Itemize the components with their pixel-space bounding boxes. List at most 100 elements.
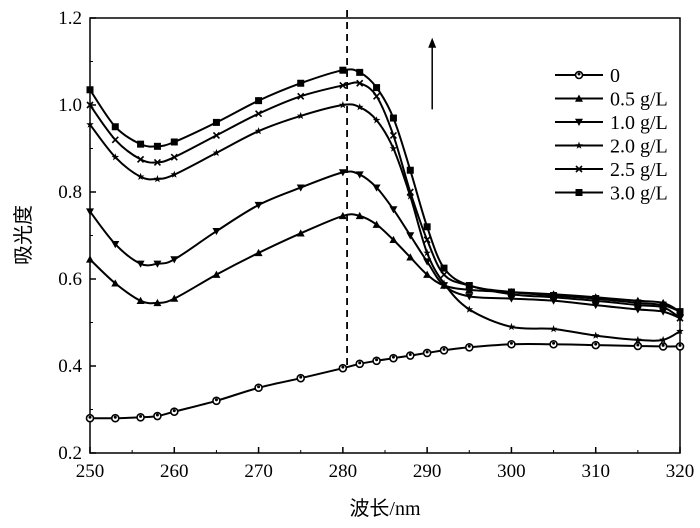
- data-point: [339, 81, 347, 89]
- y-axis-label: 吸光度: [12, 205, 35, 265]
- series-2.5gL: [86, 79, 684, 322]
- data-point: [465, 282, 473, 290]
- data-point: [254, 201, 263, 210]
- data-point: [440, 264, 448, 272]
- data-point: [406, 253, 415, 261]
- data-point-dot: [358, 361, 362, 365]
- x-tick-label: 280: [329, 461, 358, 482]
- data-point: [339, 66, 347, 74]
- data-point: [153, 260, 162, 268]
- data-point-dot: [155, 413, 159, 417]
- data-point: [389, 235, 398, 244]
- data-point: [255, 110, 263, 118]
- arrow-head-icon: [428, 37, 437, 48]
- data-point-dot: [661, 343, 665, 347]
- data-point: [406, 192, 415, 200]
- series-line: [89, 81, 681, 319]
- series-0.5gL: [86, 211, 684, 315]
- data-point: [372, 116, 381, 124]
- data-point: [212, 148, 221, 157]
- data-point-dot: [425, 350, 429, 354]
- data-point: [170, 170, 179, 178]
- data-point-dot: [552, 341, 556, 345]
- data-point: [465, 285, 474, 294]
- data-point: [550, 292, 558, 300]
- data-point: [465, 293, 474, 301]
- data-point: [507, 288, 515, 296]
- data-point: [507, 322, 516, 331]
- data-point: [465, 305, 474, 313]
- series-line: [89, 68, 681, 313]
- data-point-dot: [375, 358, 379, 362]
- x-axis-label: 波长/nm: [349, 497, 421, 520]
- data-point: [153, 298, 162, 307]
- data-point: [356, 79, 364, 87]
- y-tick-label: 0.8: [58, 182, 82, 203]
- legend-marker-icon-dot: [577, 72, 581, 76]
- data-point: [406, 188, 414, 196]
- data-point: [356, 68, 364, 76]
- x-tick-label: 310: [581, 461, 610, 482]
- data-point: [423, 248, 431, 257]
- series-2.0gL: [86, 101, 684, 344]
- y-tick-label: 0.2: [58, 443, 82, 464]
- data-point: [153, 158, 161, 166]
- data-point: [372, 184, 381, 192]
- data-point-dot: [594, 342, 598, 346]
- legend-marker-icon: [575, 94, 583, 102]
- data-point: [440, 282, 448, 290]
- x-tick-label: 260: [160, 461, 189, 482]
- series-0: [85, 339, 685, 423]
- series-line: [89, 342, 681, 420]
- data-point: [296, 111, 305, 120]
- data-point-dot: [391, 355, 395, 359]
- series-line: [89, 103, 681, 342]
- data-point: [86, 255, 94, 263]
- data-point: [676, 308, 684, 316]
- legend-marker-icon: [575, 165, 583, 173]
- legend-marker-icon: [575, 189, 583, 196]
- data-point: [406, 232, 415, 240]
- data-point: [153, 142, 161, 150]
- data-point: [355, 171, 364, 179]
- data-point: [170, 294, 179, 302]
- data-point: [549, 325, 558, 333]
- series-line: [89, 170, 681, 320]
- data-point: [440, 271, 448, 279]
- data-point: [212, 270, 221, 278]
- series-3.0gL: [86, 66, 684, 316]
- data-point: [212, 227, 221, 236]
- data-point-dot: [299, 375, 303, 379]
- data-point: [111, 123, 119, 131]
- data-point-dot: [509, 341, 513, 345]
- x-tick-label: 300: [497, 461, 526, 482]
- data-point: [591, 331, 600, 339]
- data-point: [212, 131, 220, 140]
- legend-label: 1.0 g/L: [610, 112, 668, 134]
- series-line: [89, 213, 681, 313]
- data-point: [659, 301, 667, 309]
- data-point: [86, 120, 94, 128]
- data-point: [136, 296, 145, 304]
- data-point: [111, 279, 120, 287]
- data-point: [296, 184, 305, 192]
- data-point-dot: [139, 414, 143, 418]
- data-point: [389, 144, 398, 152]
- data-point: [373, 92, 381, 100]
- data-point: [389, 114, 397, 122]
- data-point: [86, 101, 94, 109]
- data-point-dot: [257, 385, 261, 389]
- data-point: [423, 236, 431, 244]
- x-tick-label: 250: [76, 461, 105, 482]
- data-point-dot: [113, 415, 117, 419]
- y-tick-label: 1.0: [58, 95, 82, 116]
- data-point: [373, 84, 381, 92]
- y-tick-label: 0.4: [58, 356, 82, 377]
- legend-marker-icon: [575, 118, 583, 126]
- data-point-dot: [88, 415, 92, 419]
- data-point: [254, 127, 263, 135]
- data-point: [136, 172, 145, 180]
- data-point: [254, 248, 263, 257]
- data-point: [137, 140, 145, 148]
- data-point: [634, 299, 642, 307]
